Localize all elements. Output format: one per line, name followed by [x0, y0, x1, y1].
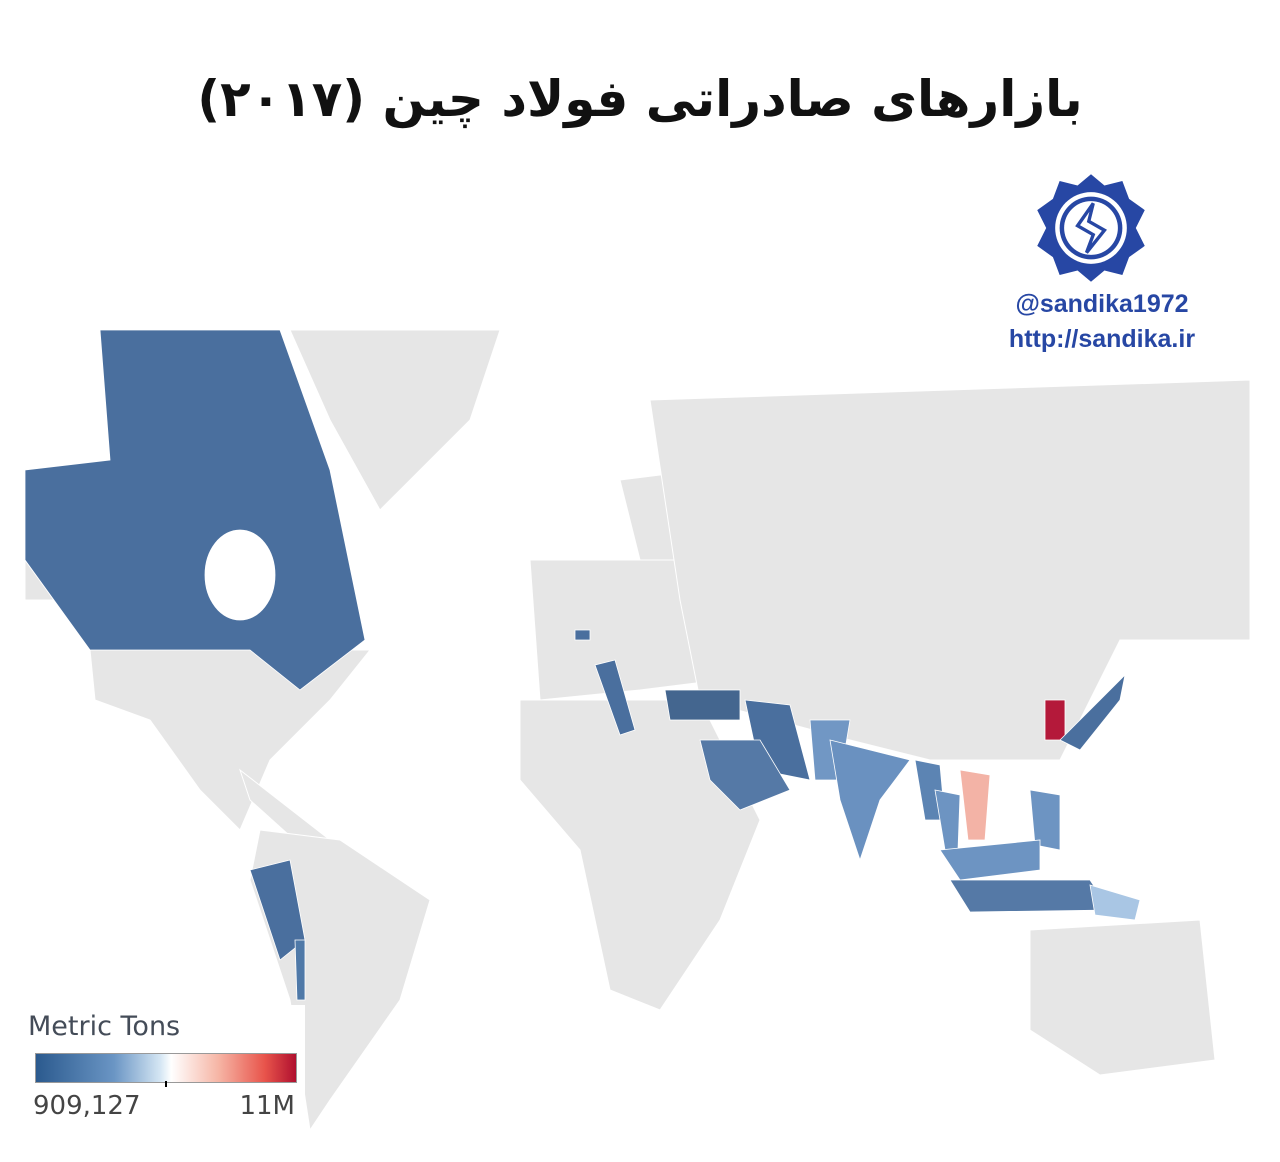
- region-indonesia: [949, 879, 1111, 913]
- region-vietnam: [959, 769, 991, 841]
- region-malaysia: [939, 839, 1041, 881]
- legend-min-label: 909,127: [33, 1091, 141, 1121]
- region-belgium: [574, 629, 591, 641]
- region-chile: [294, 939, 306, 1001]
- region-south-korea: [1044, 699, 1066, 741]
- color-legend: Metric Tons 909,127 11M: [25, 1005, 305, 1130]
- region-europe: [529, 559, 721, 701]
- legend-title: Metric Tons: [28, 1011, 181, 1042]
- legend-midpoint-tick: [165, 1081, 167, 1087]
- region-canada: [25, 329, 366, 691]
- brand-url: http://sandika.ir: [1008, 325, 1196, 353]
- region-usa-mexico: [89, 649, 372, 831]
- region-india: [829, 739, 911, 862]
- region-papua-new-guinea: [1089, 884, 1141, 921]
- region-italy: [594, 659, 636, 736]
- brand-handle: @sandika1972: [1015, 290, 1189, 318]
- page-title: بازارهای صادراتی فولاد چین (۲۰۱۷): [197, 70, 1083, 128]
- sandika-logo: [1037, 174, 1145, 282]
- region-australia: [1029, 919, 1216, 1076]
- legend-max-label: 11M: [239, 1091, 295, 1121]
- legend-gradient-bar: [35, 1053, 297, 1083]
- world-map: [25, 325, 1250, 1130]
- region-philippines: [1029, 789, 1061, 851]
- region-turkey: [664, 689, 741, 721]
- region-asia: [649, 379, 1250, 761]
- region-saudi-arabia: [699, 739, 791, 811]
- region-greenland: [289, 329, 501, 511]
- hudson-bay: [204, 529, 276, 621]
- region-japan: [1059, 673, 1126, 751]
